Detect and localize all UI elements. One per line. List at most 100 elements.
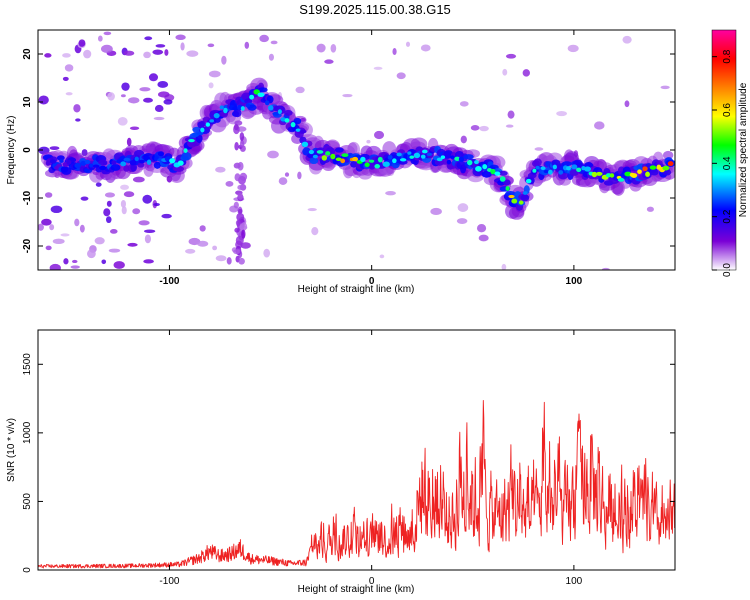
ridge-core (89, 163, 94, 168)
noise-blob (49, 146, 60, 151)
noise-blob (107, 92, 115, 101)
noise-blob (63, 258, 69, 265)
noise-blob (263, 248, 271, 258)
noise-blob (65, 92, 73, 96)
ridge-core (413, 152, 421, 159)
ridge-core (308, 149, 314, 155)
noise-blob (505, 124, 514, 128)
ridge-core (123, 157, 131, 162)
ridge-core (205, 122, 211, 127)
noise-blob (95, 182, 102, 187)
noise-blob (94, 237, 105, 245)
noise-blob (175, 34, 186, 41)
noise-blob (143, 51, 151, 59)
noise-streak (235, 219, 241, 227)
spectrogram-marks (38, 31, 675, 270)
snr-y-tick-label: 1500 (22, 353, 33, 376)
noise-blob (163, 99, 173, 105)
noise-blob (155, 44, 166, 48)
snr-y-ticks: 0 500 1000 1500 (22, 353, 675, 573)
ridge-core (295, 128, 301, 132)
noise-blob (316, 43, 326, 53)
noise-blob (396, 72, 406, 80)
spectrogram-x-tick-label: -100 (159, 276, 179, 287)
ridge-body (505, 190, 516, 197)
snr-y-label: SNR (10 * v/v) (6, 418, 17, 482)
noise-streak (239, 140, 245, 148)
noise-blob (208, 70, 221, 78)
noise-blob (153, 116, 165, 121)
noise-blob (624, 100, 630, 108)
noise-blob (478, 234, 489, 242)
ridge-body (569, 169, 579, 176)
noise-streak (239, 132, 245, 141)
ridge-core (102, 161, 108, 166)
ridge-core (467, 159, 473, 166)
ridge-core (421, 149, 428, 154)
snr-y-tick-label: 500 (22, 493, 33, 510)
noise-blob (186, 50, 199, 57)
noise-blob (138, 220, 150, 226)
noise-blob (38, 223, 44, 231)
noise-blob (121, 206, 127, 215)
noise-blob (307, 208, 317, 212)
colorbar-gradient (711, 29, 737, 271)
noise-streak (239, 222, 248, 231)
snr-y-tick-label: 1000 (22, 421, 33, 444)
noise-blob (199, 225, 206, 232)
noise-blob (270, 40, 278, 45)
ridge-core (99, 165, 107, 171)
ridge-body (293, 117, 302, 125)
noise-blob (212, 245, 218, 251)
ridge-core (396, 152, 402, 157)
ridge-core (59, 159, 64, 163)
ridge-core (312, 154, 318, 159)
noise-blob (120, 184, 129, 190)
ridge-halo (662, 150, 674, 160)
ridge-core (120, 161, 127, 167)
noise-blob (197, 240, 209, 247)
ridge-core (183, 148, 188, 153)
colorbar-tick-label: 0.6 (722, 103, 733, 117)
ridge-body (334, 147, 344, 153)
ridge-body (181, 152, 192, 161)
noise-blob (379, 254, 385, 259)
ridge-core (482, 164, 488, 170)
ridge-core (426, 152, 433, 156)
ridge-core (584, 166, 591, 172)
ridge-body (233, 108, 242, 118)
noise-blob (501, 263, 507, 270)
noise-blob (522, 69, 530, 77)
ridge-core (571, 164, 578, 170)
ridge-core (188, 138, 195, 143)
ridge-core (667, 161, 674, 167)
noise-blob (98, 35, 103, 42)
snr-panel: -100 0 100 0 500 1000 1500 Height of straight… (6, 329, 676, 595)
noise-blob (101, 259, 107, 265)
noise-streak (237, 184, 244, 190)
noise-blob (221, 55, 227, 65)
noise-blob (132, 208, 141, 215)
ridge-core (316, 150, 324, 154)
ridge-core (525, 178, 532, 184)
noise-blob (127, 97, 140, 104)
noise-blob (208, 82, 214, 89)
ridge-core (325, 151, 331, 156)
noise-blob (143, 259, 154, 264)
ridge-core (219, 105, 224, 110)
ridge-core (352, 156, 359, 162)
spectrogram-y-tick-label: 0 (22, 147, 33, 153)
noise-blob (297, 171, 302, 180)
noise-blob (62, 53, 71, 58)
ridge-core (505, 186, 510, 191)
ridge-core (111, 160, 117, 165)
noise-blob (148, 73, 159, 82)
ridge-core (66, 159, 72, 165)
noise-blob (366, 139, 371, 144)
noise-blob (44, 192, 53, 198)
ridge-core (450, 155, 455, 159)
noise-blob (44, 53, 52, 58)
noise-blob (49, 224, 55, 231)
